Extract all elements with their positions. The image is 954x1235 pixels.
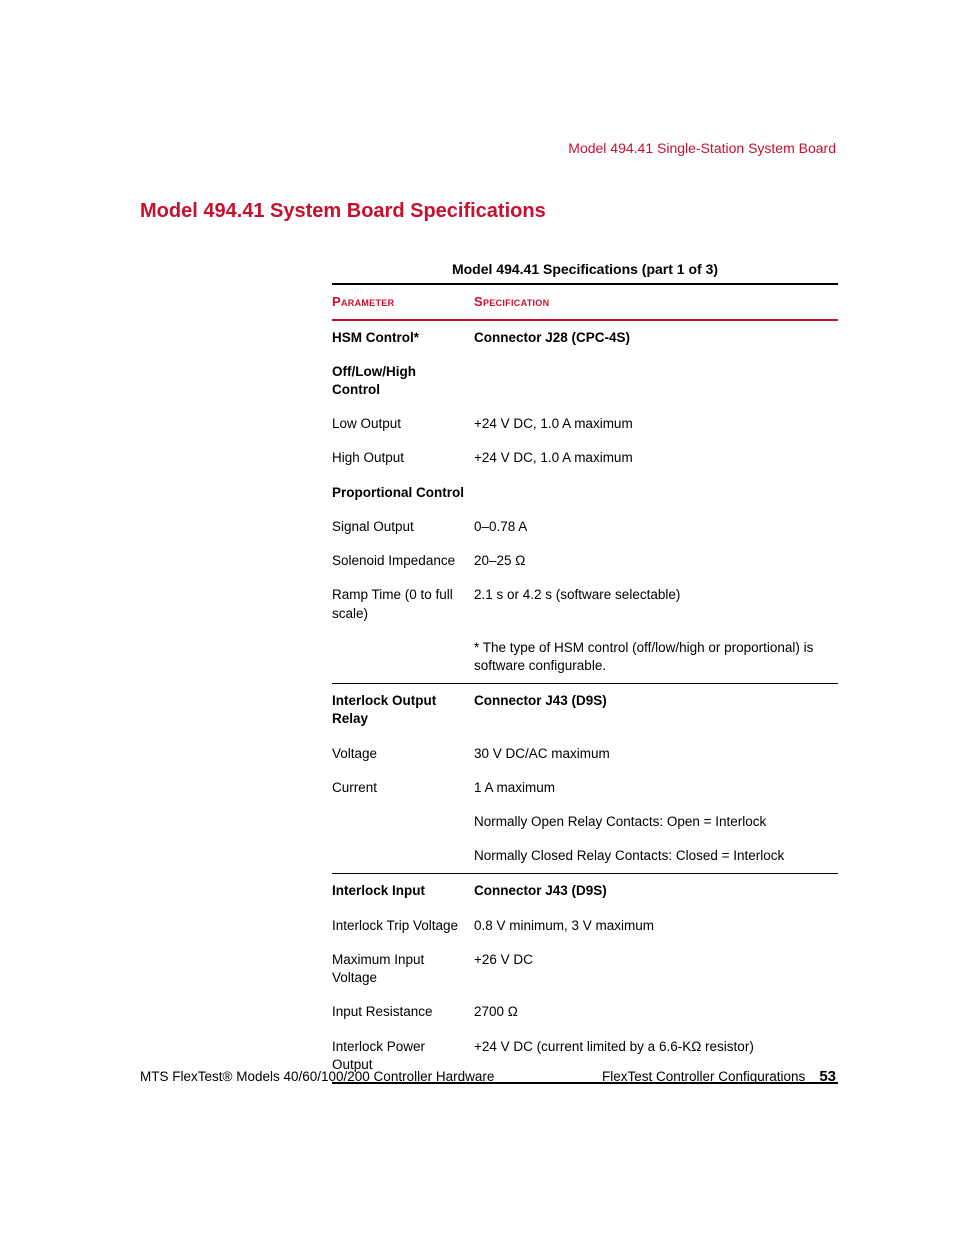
- param-cell: [332, 805, 474, 839]
- spec-table-wrap: Model 494.41 Specifications (part 1 of 3…: [332, 261, 838, 1084]
- table-row: Interlock Output RelayConnector J43 (D9S…: [332, 684, 838, 737]
- running-head: Model 494.41 Single-Station System Board: [140, 140, 836, 156]
- spec-cell: 1 A maximum: [474, 771, 838, 805]
- spec-cell: 0.8 V minimum, 3 V maximum: [474, 909, 838, 943]
- table-row: Low Output+24 V DC, 1.0 A maximum: [332, 407, 838, 441]
- page-number: 53: [819, 1068, 836, 1085]
- page: Model 494.41 Single-Station System Board…: [0, 0, 954, 1235]
- table-row: HSM Control*Connector J28 (CPC-4S): [332, 320, 838, 355]
- spec-cell: +26 V DC: [474, 943, 838, 995]
- spec-cell: Normally Closed Relay Contacts: Closed =…: [474, 839, 838, 874]
- param-cell: Interlock Output Relay: [332, 684, 474, 737]
- param-cell: Ramp Time (0 to full scale): [332, 578, 474, 630]
- table-row: Solenoid Impedance20–25 Ω: [332, 544, 838, 578]
- spec-cell: Connector J43 (D9S): [474, 874, 838, 909]
- param-cell: Maximum Input Voltage: [332, 943, 474, 995]
- param-cell: Interlock Trip Voltage: [332, 909, 474, 943]
- table-row: Maximum Input Voltage+26 V DC: [332, 943, 838, 995]
- table-row: Current1 A maximum: [332, 771, 838, 805]
- param-cell: Voltage: [332, 737, 474, 771]
- spec-cell: Normally Open Relay Contacts: Open = Int…: [474, 805, 838, 839]
- table-row: Interlock Trip Voltage0.8 V minimum, 3 V…: [332, 909, 838, 943]
- table-row: Normally Closed Relay Contacts: Closed =…: [332, 839, 838, 874]
- table-row: Off/Low/High Control: [332, 355, 838, 407]
- table-row: Signal Output0–0.78 A: [332, 510, 838, 544]
- table-row: Proportional Control: [332, 476, 838, 510]
- param-cell: Signal Output: [332, 510, 474, 544]
- table-row: Interlock InputConnector J43 (D9S): [332, 874, 838, 909]
- page-footer: MTS FlexTest® Models 40/60/100/200 Contr…: [140, 1068, 836, 1085]
- table-row: Voltage30 V DC/AC maximum: [332, 737, 838, 771]
- param-cell: [332, 631, 474, 684]
- table-row: Input Resistance2700 Ω: [332, 995, 838, 1029]
- spec-cell: [474, 355, 838, 407]
- table-body: HSM Control*Connector J28 (CPC-4S)Off/Lo…: [332, 320, 838, 1083]
- spec-cell: Connector J43 (D9S): [474, 684, 838, 737]
- spec-cell: [474, 476, 838, 510]
- footer-right-label: FlexTest Controller Configurations: [602, 1069, 805, 1084]
- table-header-row: Parameter Specification: [332, 284, 838, 320]
- spec-cell: 2700 Ω: [474, 995, 838, 1029]
- footer-left: MTS FlexTest® Models 40/60/100/200 Contr…: [140, 1069, 494, 1084]
- spec-table: Parameter Specification HSM Control*Conn…: [332, 283, 838, 1084]
- table-row: Normally Open Relay Contacts: Open = Int…: [332, 805, 838, 839]
- table-row: High Output+24 V DC, 1.0 A maximum: [332, 441, 838, 475]
- table-row: * The type of HSM control (off/low/high …: [332, 631, 838, 684]
- param-cell: Current: [332, 771, 474, 805]
- table-row: Ramp Time (0 to full scale)2.1 s or 4.2 …: [332, 578, 838, 630]
- param-cell: High Output: [332, 441, 474, 475]
- param-cell: Input Resistance: [332, 995, 474, 1029]
- param-cell: Interlock Input: [332, 874, 474, 909]
- param-cell: Off/Low/High Control: [332, 355, 474, 407]
- spec-cell: Connector J28 (CPC-4S): [474, 320, 838, 355]
- spec-cell: 30 V DC/AC maximum: [474, 737, 838, 771]
- param-cell: Low Output: [332, 407, 474, 441]
- param-cell: Solenoid Impedance: [332, 544, 474, 578]
- spec-cell: 2.1 s or 4.2 s (software selectable): [474, 578, 838, 630]
- section-title: Model 494.41 System Board Specifications: [140, 200, 836, 223]
- param-cell: [332, 839, 474, 874]
- spec-cell: 0–0.78 A: [474, 510, 838, 544]
- table-caption: Model 494.41 Specifications (part 1 of 3…: [332, 261, 838, 283]
- spec-cell: +24 V DC, 1.0 A maximum: [474, 441, 838, 475]
- col-header-parameter: Parameter: [332, 284, 474, 320]
- spec-cell: 20–25 Ω: [474, 544, 838, 578]
- spec-cell: +24 V DC, 1.0 A maximum: [474, 407, 838, 441]
- param-cell: Proportional Control: [332, 476, 474, 510]
- param-cell: HSM Control*: [332, 320, 474, 355]
- spec-cell: * The type of HSM control (off/low/high …: [474, 631, 838, 684]
- col-header-specification: Specification: [474, 284, 838, 320]
